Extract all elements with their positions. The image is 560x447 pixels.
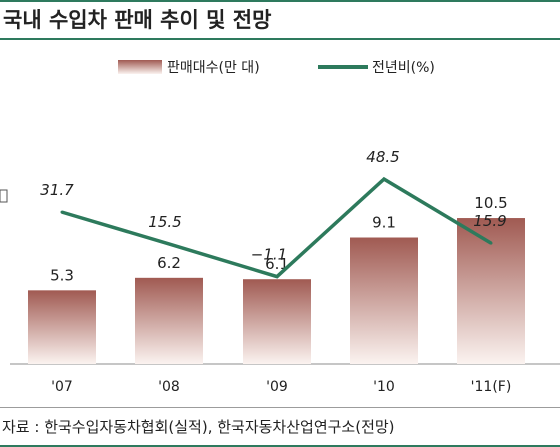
- line-value-label-0: 31.7: [40, 181, 74, 199]
- source-note: 자료 : 한국수입자동차협회(실적), 한국자동차산업연구소(전망): [0, 407, 560, 447]
- bar-value-label-4: 10.5: [474, 194, 507, 212]
- line-point-3: [382, 177, 386, 181]
- x-tick-label-0: '07: [51, 379, 73, 395]
- x-tick-label-3: '10: [373, 379, 395, 395]
- chart-title: 국내 수입차 판매 추이 및 전망: [0, 0, 560, 40]
- legend-line-label: 전년비(%): [372, 60, 435, 76]
- line-point-2: [275, 275, 279, 279]
- legend-bar-swatch: [118, 60, 162, 74]
- bar-4: [457, 218, 525, 364]
- left-edge-marker: [0, 189, 8, 203]
- line-value-label-2: −1.1: [251, 246, 287, 264]
- x-tick-label-4: '11(F): [471, 379, 512, 395]
- line-value-label-3: 48.5: [366, 148, 399, 166]
- bar-2: [243, 279, 311, 364]
- x-tick-label-1: '08: [158, 379, 180, 395]
- line-value-label-1: 15.5: [148, 213, 181, 231]
- line-point-4: [489, 241, 493, 245]
- bar-value-label-1: 6.2: [157, 254, 181, 272]
- bar-1: [135, 277, 203, 364]
- legend-bar-label: 판매대수(만 대): [167, 60, 260, 76]
- bar-3: [350, 237, 418, 364]
- line-value-label-4: 15.9: [473, 212, 506, 230]
- line-point-0: [60, 210, 64, 214]
- bar-value-label-2: 6.1: [265, 255, 289, 273]
- bar-value-label-3: 9.1: [372, 214, 396, 232]
- bar-0: [28, 290, 96, 364]
- x-tick-label-2: '09: [266, 379, 288, 395]
- line-point-1: [167, 242, 171, 246]
- bar-value-label-0: 5.3: [50, 266, 74, 284]
